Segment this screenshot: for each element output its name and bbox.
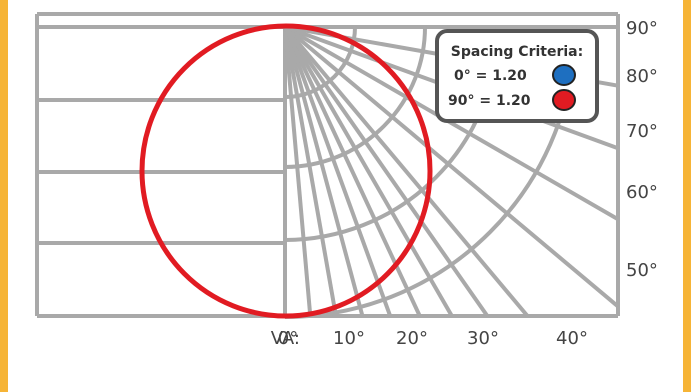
legend: Spacing Criteria: 0° = 1.20 90° = 1.20 — [435, 29, 599, 123]
grid-radial-35 — [283, 25, 489, 318]
legend-entry-0-label: 0° = 1.20 — [454, 68, 527, 84]
series-circle-90 — [139, 23, 433, 319]
legend-entry-1-label: 90° = 1.20 — [448, 93, 531, 109]
grid-radial-20 — [283, 26, 393, 317]
h-angle-label: 10° — [333, 328, 365, 349]
v-angle-label: 60° — [626, 182, 658, 203]
grid-arc-1 — [284, 26, 427, 169]
grid-radial-10 — [283, 26, 338, 317]
v-angle-label: 80° — [626, 66, 658, 87]
legend-title: Spacing Criteria: — [451, 44, 583, 60]
h-angle-label: 20° — [396, 328, 428, 349]
chart-series — [139, 23, 433, 319]
axis-label: VA: — [271, 328, 300, 349]
grid-radial-5 — [283, 26, 313, 317]
v-angle-label: 70° — [626, 121, 658, 142]
h-angle-label: 40° — [556, 328, 588, 349]
v-angle-label: 90° — [626, 18, 658, 39]
v-angle-label: 50° — [626, 260, 658, 281]
legend-entry-1-swatch — [552, 89, 576, 111]
legend-entry-0-swatch — [552, 64, 576, 86]
vertical-angle-labels: 50° 60° 70° 80° 90° — [626, 18, 658, 281]
grid-radial-60 — [283, 25, 620, 221]
h-angle-label: 0° — [278, 328, 298, 349]
h-angle-label: 30° — [467, 328, 499, 349]
grid-radial-40 — [283, 25, 530, 318]
grid-radial-15 — [283, 26, 365, 317]
grid-radial-50 — [283, 25, 620, 308]
grid-radial-25 — [283, 26, 422, 317]
horizontal-angle-labels: 0° 10° 20° 30° 40° — [278, 328, 588, 349]
grid-radial-30 — [283, 26, 454, 317]
